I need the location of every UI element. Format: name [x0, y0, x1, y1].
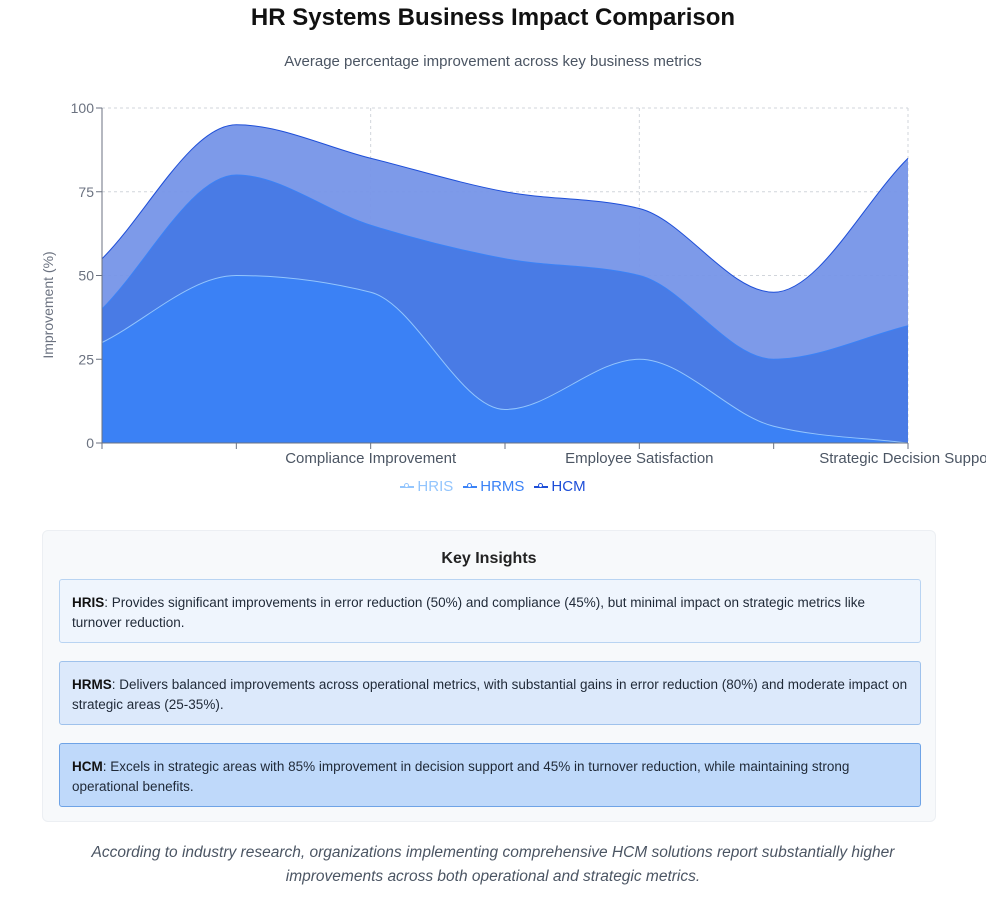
- legend-item-hris[interactable]: HRIS: [400, 478, 453, 495]
- x-tick-label: Strategic Decision Support: [819, 450, 986, 467]
- chart-axes: 0 25 50 75 100 Compliance Improvement Employee…: [71, 100, 986, 467]
- chart-legend: HRIS HRMS HCM: [0, 478, 986, 495]
- line-hris: [101, 274, 909, 444]
- insight-hrms: HRMS: Delivers balanced improvements acr…: [59, 661, 921, 725]
- chart-title: HR Systems Business Impact Comparison: [250, 4, 736, 31]
- insight-hris: HRIS: Provides significant improvements …: [59, 579, 921, 643]
- area-hris: [102, 275, 908, 443]
- chart-subtitle: Average percentage improvement across ke…: [284, 53, 702, 70]
- line-hrms: [101, 174, 909, 360]
- legend-line-icon: [400, 482, 415, 488]
- insight-label: HRMS: [72, 677, 112, 692]
- legend-line-icon: [463, 482, 478, 488]
- legend-label: HRIS: [417, 478, 454, 495]
- insight-text: : Provides significant improvements in e…: [72, 595, 866, 630]
- insight-hcm: HCM: Excels in strategic areas with 85% …: [59, 743, 921, 807]
- key-insights-panel: Key Insights HRIS: Provides significant …: [42, 530, 936, 822]
- chart-areas: [101, 124, 909, 444]
- y-tick-label: 0: [86, 435, 94, 451]
- y-tick-label: 75: [78, 184, 94, 200]
- y-tick-label: 100: [71, 100, 95, 116]
- insight-text: : Excels in strategic areas with 85% imp…: [72, 759, 850, 794]
- legend-item-hcm[interactable]: HCM: [534, 478, 586, 495]
- y-axis-label: Improvement (%): [40, 251, 56, 358]
- area-chart: 0 25 50 75 100 Compliance Improvement Employee…: [40, 100, 986, 467]
- legend-line-icon: [534, 482, 549, 488]
- insight-label: HRIS: [72, 595, 105, 610]
- insights-title: Key Insights: [441, 550, 537, 567]
- x-tick-label: Compliance Improvement: [285, 450, 457, 467]
- line-hcm: [101, 124, 909, 293]
- legend-label: HCM: [551, 478, 586, 495]
- footer-note: According to industry research, organiza…: [91, 844, 895, 885]
- insight-text: : Delivers balanced improvements across …: [72, 677, 908, 712]
- insight-label: HCM: [72, 759, 103, 774]
- legend-item-hrms[interactable]: HRMS: [463, 478, 524, 495]
- legend-label: HRMS: [480, 478, 525, 495]
- x-tick-label: Employee Satisfaction: [565, 450, 713, 467]
- y-tick-label: 50: [78, 268, 94, 284]
- y-tick-label: 25: [78, 351, 94, 367]
